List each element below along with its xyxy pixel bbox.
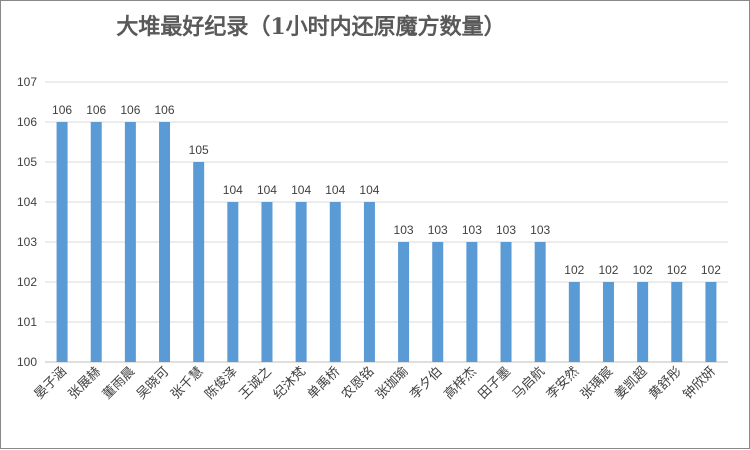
x-tick-label: 钟欣妍 <box>680 364 719 403</box>
bar <box>568 282 580 362</box>
y-tick-label: 107 <box>17 75 37 89</box>
data-label: 103 <box>496 223 516 237</box>
y-tick-label: 106 <box>17 115 37 129</box>
x-tick-label: 农恩铭 <box>339 364 377 402</box>
x-tick-label: 单禹桥 <box>305 364 343 402</box>
data-label: 102 <box>633 263 653 277</box>
bar <box>637 282 649 362</box>
bar <box>432 242 444 362</box>
chart-title: 大堆最好纪录（1小时内还原魔方数量） <box>116 14 506 40</box>
x-tick-label: 陈俊泽 <box>202 364 241 403</box>
x-tick-label: 张珈瑜 <box>373 364 411 402</box>
data-label: 102 <box>564 263 584 277</box>
x-tick-label: 李安然 <box>543 364 582 403</box>
y-tick-label: 101 <box>17 315 37 329</box>
x-tick-label: 张千慧 <box>168 364 207 403</box>
bar <box>671 282 683 362</box>
data-label: 104 <box>291 183 311 197</box>
bar <box>398 242 410 362</box>
bar <box>193 162 205 362</box>
bar <box>159 122 171 362</box>
bar <box>90 122 102 362</box>
x-tick-label: 吴晓可 <box>134 364 172 402</box>
y-tick-label: 104 <box>17 195 37 209</box>
x-tick-label: 姜凯超 <box>612 364 650 402</box>
x-tick-label: 黄舒彤 <box>646 364 684 402</box>
data-label: 103 <box>394 223 414 237</box>
data-label: 103 <box>530 223 550 237</box>
x-tick-label: 田子墨 <box>476 364 514 402</box>
data-label: 102 <box>598 263 618 277</box>
data-label: 102 <box>667 263 687 277</box>
bar <box>466 242 478 362</box>
bar <box>261 202 273 362</box>
x-tick-label: 高梓杰 <box>441 364 480 403</box>
data-label: 104 <box>257 183 277 197</box>
x-tick-label: 晏子涵 <box>32 364 70 402</box>
y-tick-label: 100 <box>17 355 37 369</box>
data-label: 102 <box>701 263 721 277</box>
data-label: 104 <box>223 183 243 197</box>
bar <box>295 202 307 362</box>
data-label: 106 <box>86 103 106 117</box>
bar <box>56 122 68 362</box>
bar <box>500 242 512 362</box>
data-label: 104 <box>325 183 345 197</box>
data-label: 104 <box>359 183 379 197</box>
data-label: 105 <box>189 143 209 157</box>
bar <box>363 202 375 362</box>
data-label: 103 <box>428 223 448 237</box>
data-label: 106 <box>120 103 140 117</box>
x-tick-label: 王诚之 <box>237 364 275 402</box>
bar <box>329 202 341 362</box>
y-tick-label: 105 <box>17 155 37 169</box>
bar <box>705 282 717 362</box>
data-label: 106 <box>155 103 175 117</box>
x-tick-label: 张瑀宸 <box>577 364 616 403</box>
y-tick-label: 102 <box>17 275 37 289</box>
data-label: 106 <box>52 103 72 117</box>
data-label: 103 <box>462 223 482 237</box>
bar <box>602 282 614 362</box>
bar <box>534 242 546 362</box>
x-tick-label: 董雨晨 <box>100 364 138 402</box>
x-tick-label: 马启航 <box>509 364 548 403</box>
x-tick-label: 李夕伯 <box>407 364 445 402</box>
x-tick-label: 纪沐梵 <box>271 364 309 402</box>
x-tick-label: 张展赫 <box>66 364 104 402</box>
bar <box>124 122 136 362</box>
y-tick-label: 103 <box>17 235 37 249</box>
bar <box>227 202 239 362</box>
